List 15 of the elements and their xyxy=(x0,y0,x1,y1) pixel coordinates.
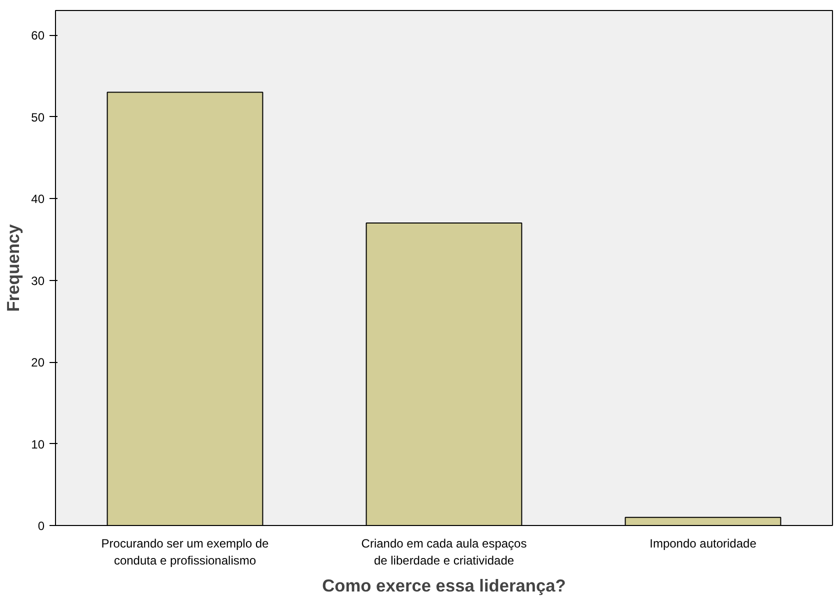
y-tick-label: 40 xyxy=(31,192,45,206)
x-tick-label: Criando em cada aula espaços de liberdade e criatividade xyxy=(361,536,527,568)
y-tick-label: 50 xyxy=(31,110,45,124)
bar xyxy=(366,222,522,526)
y-tick-label: 0 xyxy=(38,519,45,533)
y-tick-label: 30 xyxy=(31,274,45,288)
bar xyxy=(106,92,264,526)
y-tick-label: 10 xyxy=(31,437,45,452)
y-axis-title: Frequency xyxy=(3,224,24,312)
x-axis-title: Como exerce essa liderança? xyxy=(322,575,566,596)
y-tick-label: 20 xyxy=(31,356,45,370)
x-tick-label: Procurando ser um exemplo de conduta e profissionalismo xyxy=(101,536,270,568)
y-tick-label: 60 xyxy=(31,28,45,43)
x-tick-label: Impondo autoridade xyxy=(650,536,757,550)
bar xyxy=(624,516,782,526)
